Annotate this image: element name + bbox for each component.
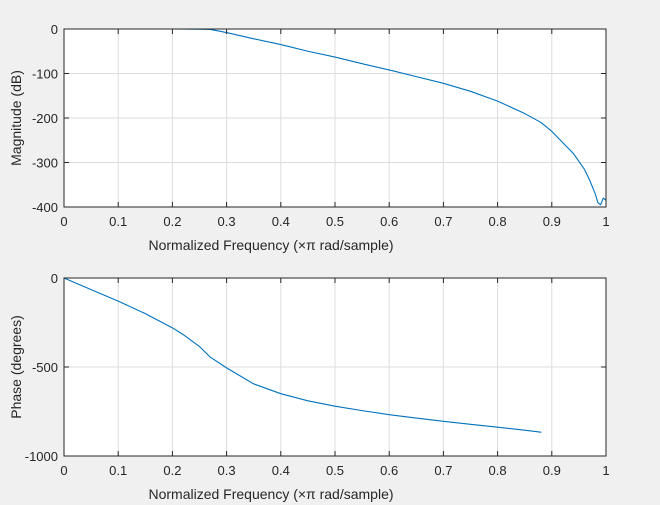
magnitude-x-tick-label-0: 0 xyxy=(60,214,67,229)
magnitude-x-tick-label-8: 0.8 xyxy=(489,214,507,229)
magnitude-y-tick-label-1: -100 xyxy=(32,67,58,82)
magnitude-x-tick-label-6: 0.6 xyxy=(380,214,398,229)
phase-x-tick-label-4: 0.4 xyxy=(272,463,290,478)
magnitude-x-tick-label-4: 0.4 xyxy=(272,214,290,229)
phase-axes: 0 0.1 0.2 0.3 0.4 0.5 0.6 0.7 0.8 0.9 1 0 -500 -1000 N… xyxy=(8,271,610,502)
magnitude-y-tick-label-0: 0 xyxy=(51,22,58,37)
phase-x-tick-label-0: 0 xyxy=(60,463,67,478)
magnitude-y-tick-label-4: -400 xyxy=(32,200,58,215)
phase-x-tick-label-1: 0.1 xyxy=(109,463,127,478)
phase-x-axis-label: Normalized Frequency (×π rad/sample) xyxy=(148,486,393,502)
magnitude-x-tick-label-10: 1 xyxy=(602,214,609,229)
phase-x-tick-label-9: 0.9 xyxy=(543,463,561,478)
phase-y-axis-label: Phase (degrees) xyxy=(8,315,24,419)
phase-y-tick-label-1: -500 xyxy=(32,360,58,375)
magnitude-y-tick-label-3: -300 xyxy=(32,156,58,171)
magnitude-x-tick-label-5: 0.5 xyxy=(326,214,344,229)
magnitude-x-tick-label-2: 0.2 xyxy=(163,214,181,229)
phase-x-tick-label-6: 0.6 xyxy=(380,463,398,478)
magnitude-y-tick-label-2: -200 xyxy=(32,111,58,126)
magnitude-x-tick-label-1: 0.1 xyxy=(109,214,127,229)
phase-x-tick-label-2: 0.2 xyxy=(163,463,181,478)
phase-x-tick-label-3: 0.3 xyxy=(218,463,236,478)
magnitude-x-tick-label-3: 0.3 xyxy=(218,214,236,229)
phase-y-tick-label-0: 0 xyxy=(51,271,58,286)
phase-series-line-0 xyxy=(63,277,542,433)
magnitude-y-axis-label: Magnitude (dB) xyxy=(8,70,24,166)
magnitude-x-tick-label-7: 0.7 xyxy=(434,214,452,229)
phase-x-tick-label-8: 0.8 xyxy=(489,463,507,478)
phase-x-tick-label-7: 0.7 xyxy=(434,463,452,478)
phase-y-tick-label-2: -1000 xyxy=(25,449,58,464)
magnitude-axes: 0 0.1 0.2 0.3 0.4 0.5 0.6 0.7 0.8 0.9 1 0 -100 -200 -3… xyxy=(8,22,610,253)
magnitude-x-axis-label: Normalized Frequency (×π rad/sample) xyxy=(148,237,393,253)
phase-x-tick-label-5: 0.5 xyxy=(326,463,344,478)
magnitude-x-tick-label-9: 0.9 xyxy=(543,214,561,229)
phase-x-tick-label-10: 1 xyxy=(602,463,609,478)
